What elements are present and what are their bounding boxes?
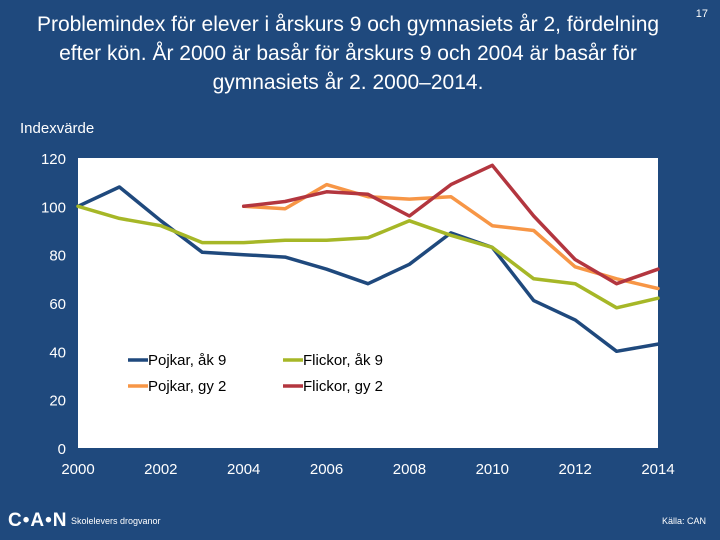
y-tick-label: 80 [49,248,66,265]
x-tick-label: 2008 [393,461,426,478]
legend-label: Flickor, åk 9 [303,352,383,369]
y-tick-label: 60 [49,296,66,313]
footer-source: Källa: CAN [661,516,706,526]
x-tick-label: 2002 [144,461,177,478]
series-line [241,163,660,286]
x-tick-label: 2004 [227,461,260,478]
x-tick-label: 2012 [558,461,591,478]
series-line [241,182,660,291]
y-tick-label: 100 [41,199,66,216]
legend-label: Pojkar, åk 9 [148,352,226,369]
series-line [76,204,660,310]
legend-label: Flickor, gy 2 [303,378,383,395]
y-tick-label: 120 [41,151,66,168]
y-tick-label: 0 [58,441,66,458]
x-tick-label: 2006 [310,461,343,478]
legend-label: Pojkar, gy 2 [148,378,226,395]
x-tick-label: 2014 [641,461,674,478]
plot-area [78,158,658,448]
x-tick-label: 2000 [61,461,94,478]
chart-title: Problemindex för elever i årskurs 9 och … [36,13,660,94]
y-tick-label: 40 [49,344,66,361]
y-tick-label: 20 [49,393,66,410]
y-axis-label: Indexvärde [20,120,95,137]
x-tick-label: 2010 [476,461,509,478]
page-number: 17 [695,8,708,20]
footer-source-series: Skolelevers drogvanor [71,516,161,526]
can-logo: C•A•N [8,510,68,531]
